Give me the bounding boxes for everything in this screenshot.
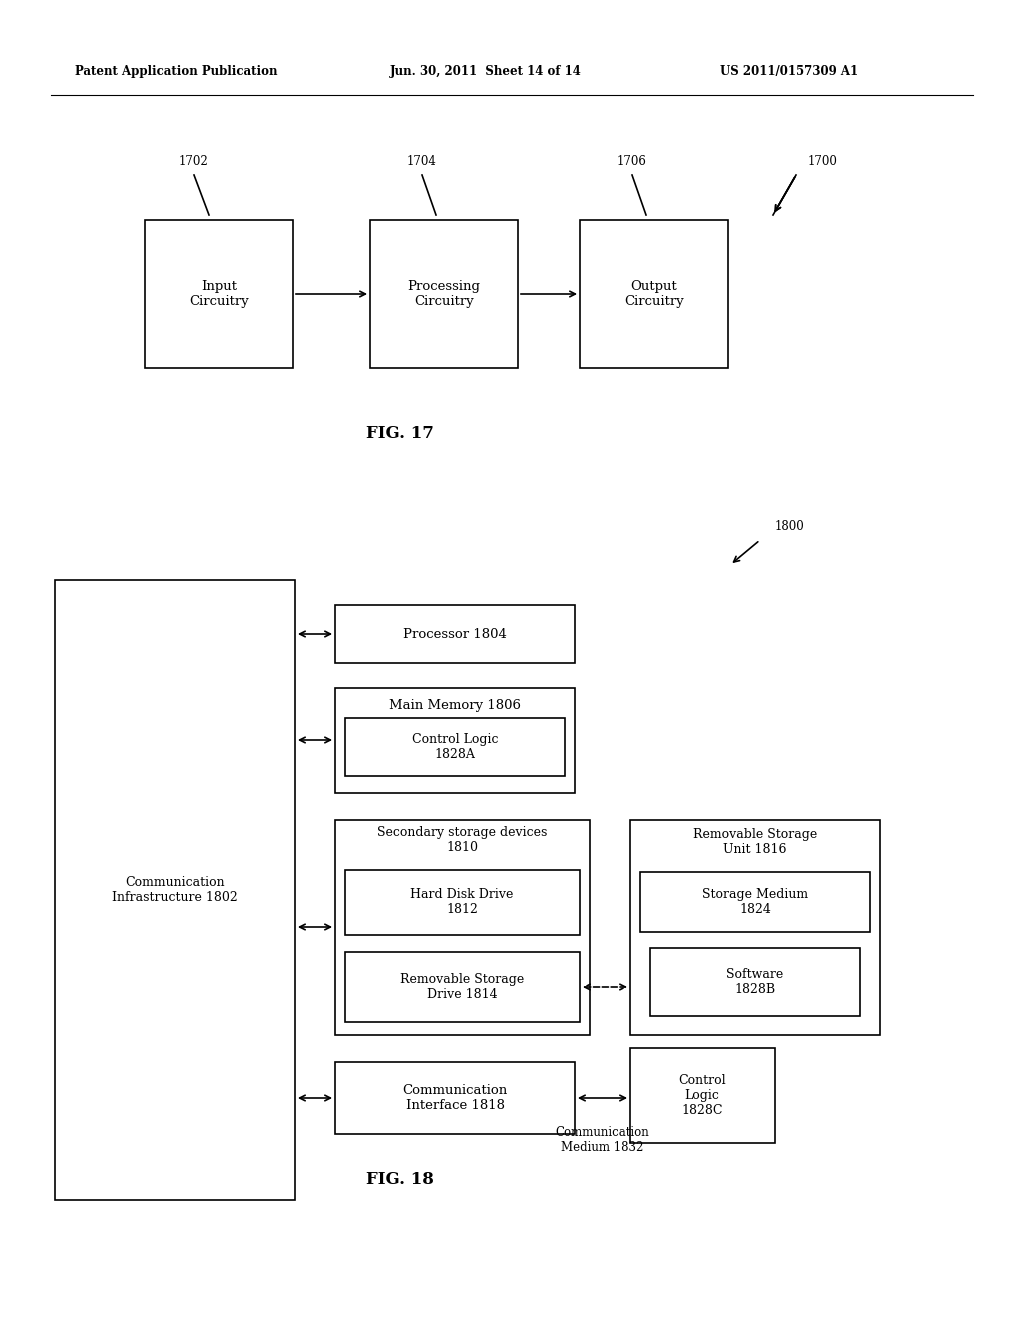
Bar (145, 220, 293, 368)
Text: Communication
Medium 1832: Communication Medium 1832 (555, 1126, 649, 1154)
Text: Hard Disk Drive
1812: Hard Disk Drive 1812 (411, 888, 514, 916)
Bar (630, 820, 880, 1035)
Text: Output
Circuitry: Output Circuitry (624, 280, 684, 308)
Bar (640, 873, 870, 932)
Bar (580, 220, 728, 368)
Bar (335, 1063, 575, 1134)
Bar (345, 952, 580, 1022)
Text: Communication
Infrastructure 1802: Communication Infrastructure 1802 (112, 876, 238, 904)
Bar (345, 718, 565, 776)
Text: Main Memory 1806: Main Memory 1806 (389, 700, 521, 713)
Text: Storage Medium
1824: Storage Medium 1824 (701, 888, 808, 916)
Text: Secondary storage devices
1810: Secondary storage devices 1810 (377, 826, 547, 854)
Text: Processing
Circuitry: Processing Circuitry (408, 280, 480, 308)
Text: FIG. 18: FIG. 18 (366, 1172, 434, 1188)
Bar (370, 220, 518, 368)
Text: Processor 1804: Processor 1804 (403, 627, 507, 640)
Bar (335, 605, 575, 663)
Text: 1704: 1704 (408, 154, 437, 168)
Text: US 2011/0157309 A1: US 2011/0157309 A1 (720, 66, 858, 78)
Text: Control
Logic
1828C: Control Logic 1828C (678, 1073, 726, 1117)
Text: Jun. 30, 2011  Sheet 14 of 14: Jun. 30, 2011 Sheet 14 of 14 (390, 66, 582, 78)
Text: Removable Storage
Unit 1816: Removable Storage Unit 1816 (693, 828, 817, 855)
Text: Removable Storage
Drive 1814: Removable Storage Drive 1814 (400, 973, 524, 1001)
Text: FIG. 17: FIG. 17 (366, 425, 434, 441)
Bar (650, 948, 860, 1016)
Text: 1702: 1702 (179, 154, 209, 168)
Text: 1700: 1700 (808, 154, 838, 168)
Text: 1800: 1800 (775, 520, 805, 533)
Text: Software
1828B: Software 1828B (726, 968, 783, 997)
Text: Control Logic
1828A: Control Logic 1828A (412, 733, 499, 762)
Bar (335, 820, 590, 1035)
Bar (630, 1048, 775, 1143)
Bar (55, 579, 295, 1200)
Text: Communication
Interface 1818: Communication Interface 1818 (402, 1084, 508, 1111)
Text: Input
Circuitry: Input Circuitry (189, 280, 249, 308)
Bar (335, 688, 575, 793)
Text: 1706: 1706 (617, 154, 647, 168)
Bar (345, 870, 580, 935)
Text: Patent Application Publication: Patent Application Publication (75, 66, 278, 78)
